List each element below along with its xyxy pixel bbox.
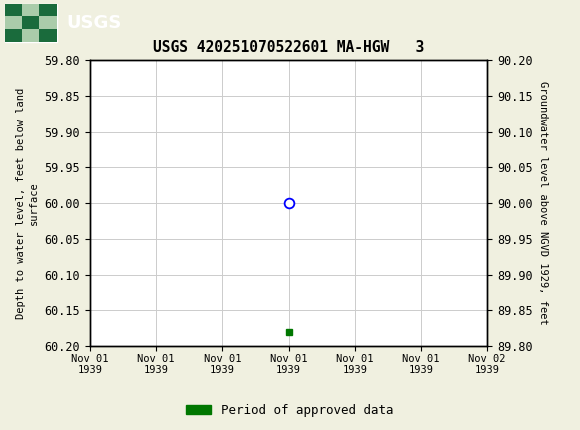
- Y-axis label: Depth to water level, feet below land
surface: Depth to water level, feet below land su…: [16, 88, 39, 319]
- FancyBboxPatch shape: [22, 16, 39, 29]
- FancyBboxPatch shape: [5, 29, 22, 42]
- FancyBboxPatch shape: [22, 3, 39, 16]
- FancyBboxPatch shape: [39, 16, 57, 29]
- FancyBboxPatch shape: [5, 3, 57, 42]
- Legend: Period of approved data: Period of approved data: [181, 399, 399, 421]
- FancyBboxPatch shape: [39, 3, 57, 16]
- FancyBboxPatch shape: [5, 3, 22, 16]
- FancyBboxPatch shape: [22, 29, 39, 42]
- Title: USGS 420251070522601 MA-HGW   3: USGS 420251070522601 MA-HGW 3: [153, 40, 424, 55]
- Text: USGS: USGS: [67, 14, 122, 31]
- FancyBboxPatch shape: [5, 16, 22, 29]
- Y-axis label: Groundwater level above NGVD 1929, feet: Groundwater level above NGVD 1929, feet: [538, 81, 548, 325]
- FancyBboxPatch shape: [39, 29, 57, 42]
